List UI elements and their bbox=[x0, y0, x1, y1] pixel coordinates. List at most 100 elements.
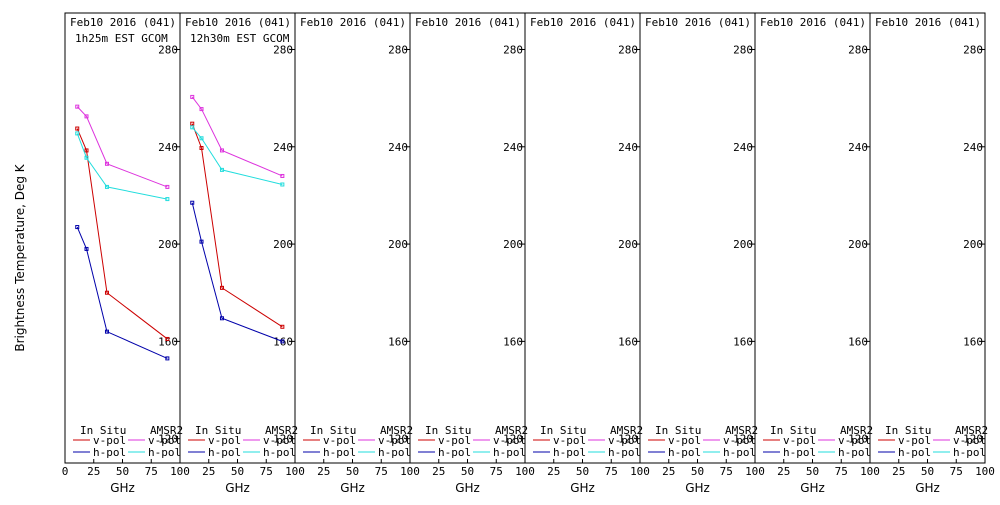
legend-amsr2-h-pol-label: h-pol bbox=[493, 446, 526, 459]
data-point-amsr2_h-1 bbox=[190, 125, 195, 130]
x-tick-label: 75 bbox=[145, 465, 158, 478]
y-tick-label: 200 bbox=[273, 238, 293, 251]
y-tick-label: 280 bbox=[503, 43, 523, 56]
x-tick-label: 25 bbox=[892, 465, 905, 478]
legend-insitu-h-pol-label: h-pol bbox=[208, 446, 241, 459]
legend-amsr2-v-pol-label: v-pol bbox=[953, 434, 986, 447]
data-point-insitu_v-4 bbox=[280, 324, 285, 329]
data-point-insitu_v-3 bbox=[219, 285, 224, 290]
legend-amsr2-h-pol-label: h-pol bbox=[148, 446, 181, 459]
data-point-insitu_h-3 bbox=[104, 329, 109, 334]
legend-amsr2-h-pol-label: h-pol bbox=[378, 446, 411, 459]
legend-insitu-v-pol-label: v-pol bbox=[208, 434, 241, 447]
legend-amsr2-h-pol-label: h-pol bbox=[953, 446, 986, 459]
legend-amsr2-v-pol-label: v-pol bbox=[148, 434, 181, 447]
legend-insitu-v-pol-label: v-pol bbox=[323, 434, 356, 447]
legend-insitu-header: In Situ bbox=[195, 424, 241, 437]
x-axis-label: GHz bbox=[340, 481, 365, 495]
legend-amsr2-v-pol-label: v-pol bbox=[723, 434, 756, 447]
y-tick-label: 120 bbox=[733, 433, 753, 446]
legend-insitu-h-pol-label: h-pol bbox=[438, 446, 471, 459]
data-point-insitu_h-2 bbox=[84, 246, 89, 251]
data-point-insitu_h-1 bbox=[190, 200, 195, 205]
y-tick-label: 240 bbox=[733, 141, 753, 154]
legend-insitu-v-pol-label: v-pol bbox=[783, 434, 816, 447]
x-tick-label: 100 bbox=[170, 465, 190, 478]
legend-amsr2-h-pol-label: h-pol bbox=[838, 446, 871, 459]
series-line-insitu_v-panel-2 bbox=[191, 123, 283, 328]
legend-amsr2-header: AMSR2 bbox=[840, 424, 873, 437]
data-point-insitu_v-1 bbox=[75, 126, 80, 131]
x-tick-label: 75 bbox=[375, 465, 388, 478]
y-tick-label: 240 bbox=[503, 141, 523, 154]
y-tick-label: 120 bbox=[273, 433, 293, 446]
legend-amsr2-header: AMSR2 bbox=[955, 424, 988, 437]
series-line-insitu_h-panel-1 bbox=[76, 226, 168, 359]
x-tick-label: 75 bbox=[835, 465, 848, 478]
legend-insitu-h-pol-label: h-pol bbox=[553, 446, 586, 459]
legend-insitu-h-pol-label: h-pol bbox=[323, 446, 356, 459]
series-line-amsr2_h-panel-2 bbox=[191, 127, 283, 185]
x-tick-label: 25 bbox=[662, 465, 675, 478]
y-tick-label: 120 bbox=[618, 433, 638, 446]
panel-title-3: Feb10 2016 (041) bbox=[300, 16, 406, 29]
legend-insitu-h-pol-label: h-pol bbox=[898, 446, 931, 459]
x-tick-label: 100 bbox=[515, 465, 535, 478]
data-point-amsr2_v-4 bbox=[280, 173, 285, 178]
panel-title-5: Feb10 2016 (041) bbox=[530, 16, 636, 29]
y-tick-label: 160 bbox=[848, 335, 868, 348]
x-axis-label: GHz bbox=[800, 481, 825, 495]
legend-insitu-header: In Situ bbox=[425, 424, 471, 437]
y-tick-label: 200 bbox=[618, 238, 638, 251]
panel-title-6: Feb10 2016 (041) bbox=[645, 16, 751, 29]
x-axis-label: GHz bbox=[110, 481, 135, 495]
y-tick-label: 280 bbox=[388, 43, 408, 56]
x-axis-label: GHz bbox=[570, 481, 595, 495]
legend-insitu-h-pol-label: h-pol bbox=[668, 446, 701, 459]
data-point-insitu_h-1 bbox=[75, 225, 80, 230]
x-tick-label: 75 bbox=[950, 465, 963, 478]
panel-subtitle-2: 12h30m EST GCOM bbox=[190, 32, 290, 45]
x-tick-label: 50 bbox=[231, 465, 244, 478]
y-tick-label: 280 bbox=[273, 43, 293, 56]
data-point-amsr2_v-3 bbox=[104, 161, 109, 166]
y-tick-label: 200 bbox=[848, 238, 868, 251]
panel-title-4: Feb10 2016 (041) bbox=[415, 16, 521, 29]
x-tick-label: 100 bbox=[745, 465, 765, 478]
legend-insitu-v-pol-label: v-pol bbox=[668, 434, 701, 447]
legend-amsr2-header: AMSR2 bbox=[725, 424, 758, 437]
y-tick-label: 120 bbox=[158, 433, 178, 446]
y-tick-label: 200 bbox=[388, 238, 408, 251]
y-tick-label: 240 bbox=[273, 141, 293, 154]
y-tick-label: 120 bbox=[848, 433, 868, 446]
data-point-amsr2_v-3 bbox=[219, 148, 224, 153]
x-tick-label: 75 bbox=[260, 465, 273, 478]
y-tick-label: 120 bbox=[503, 433, 523, 446]
data-point-insitu_h-4 bbox=[280, 339, 285, 344]
y-tick-label: 240 bbox=[963, 141, 983, 154]
y-tick-label: 280 bbox=[618, 43, 638, 56]
x-tick-label: 25 bbox=[317, 465, 330, 478]
series-line-amsr2_v-panel-1 bbox=[76, 106, 168, 188]
legend-amsr2-header: AMSR2 bbox=[610, 424, 643, 437]
x-tick-label: 50 bbox=[691, 465, 704, 478]
y-tick-label: 200 bbox=[503, 238, 523, 251]
x-tick-label: 25 bbox=[202, 465, 215, 478]
x-tick-label: 100 bbox=[630, 465, 650, 478]
legend-insitu-v-pol-label: v-pol bbox=[898, 434, 931, 447]
panel-subtitle-1: 1h25m EST GCOM bbox=[75, 32, 168, 45]
data-point-amsr2_h-4 bbox=[280, 182, 285, 187]
series-line-amsr2_h-panel-1 bbox=[76, 133, 168, 200]
data-point-insitu_v-1 bbox=[190, 121, 195, 126]
legend-insitu-header: In Situ bbox=[540, 424, 586, 437]
data-point-amsr2_h-3 bbox=[219, 167, 224, 172]
y-axis-label: Brightness Temperature, Deg K bbox=[13, 163, 27, 351]
panel-title-8: Feb10 2016 (041) bbox=[875, 16, 981, 29]
legend-insitu-v-pol-label: v-pol bbox=[438, 434, 471, 447]
y-tick-label: 240 bbox=[618, 141, 638, 154]
x-tick-label: 50 bbox=[921, 465, 934, 478]
data-point-amsr2_v-1 bbox=[190, 94, 195, 99]
x-tick-label: 25 bbox=[432, 465, 445, 478]
legend-amsr2-v-pol-label: v-pol bbox=[378, 434, 411, 447]
